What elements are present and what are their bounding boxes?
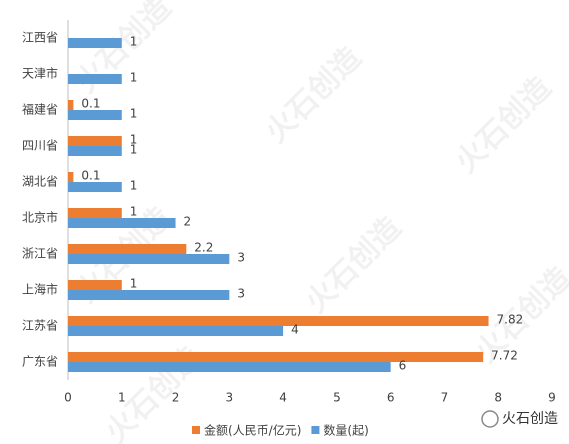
watermark: 火石创造: [299, 210, 409, 320]
value-label: 7.82: [497, 313, 524, 327]
watermark: 火石创造: [69, 0, 179, 100]
y-tick-label: 江苏省: [22, 319, 58, 333]
x-tick-label: 6: [387, 391, 395, 405]
watermark: 火石创造: [259, 40, 369, 150]
value-label: 0.1: [81, 97, 100, 111]
bar: [68, 74, 122, 84]
bar: [68, 146, 122, 156]
value-label: 1: [130, 277, 138, 291]
y-tick-label: 四川省: [22, 139, 58, 153]
bar: [68, 280, 122, 290]
value-label: 1: [130, 179, 138, 193]
bar: [68, 38, 122, 48]
x-tick-label: 4: [279, 391, 287, 405]
value-label: 1: [130, 205, 138, 219]
bar: [68, 362, 391, 372]
x-tick-label: 9: [548, 391, 556, 405]
bar: [68, 352, 484, 362]
value-label: 2.2: [194, 241, 213, 255]
value-label: 4: [291, 323, 299, 337]
legend-swatch: [311, 426, 320, 434]
value-label: 3: [237, 287, 245, 301]
bar: [68, 110, 122, 120]
x-tick-label: 5: [333, 391, 341, 405]
value-label: 0.1: [81, 169, 100, 183]
logo-text: 火石创造: [502, 411, 558, 427]
bar: [68, 316, 489, 326]
value-label: 2: [184, 215, 192, 229]
y-tick-label: 广东省: [22, 355, 58, 369]
bar: [68, 290, 230, 300]
bar: [68, 326, 284, 336]
y-tick-label: 上海市: [22, 282, 58, 297]
value-label: 1: [130, 35, 138, 49]
bar: [68, 182, 122, 192]
value-label: 1: [130, 133, 138, 147]
bar: [68, 218, 176, 228]
x-tick-label: 2: [172, 391, 180, 405]
x-tick-label: 8: [494, 391, 502, 405]
y-tick-label: 江西省: [22, 31, 58, 45]
x-tick-label: 1: [118, 391, 126, 405]
logo-icon: [481, 410, 499, 428]
y-tick-label: 福建省: [22, 102, 58, 117]
value-label: 6: [399, 359, 407, 373]
legend-label: 数量(起): [323, 423, 368, 438]
value-label: 1: [130, 107, 138, 121]
y-tick-label: 湖北省: [22, 174, 58, 189]
x-tick-label: 0: [64, 391, 72, 405]
watermark: 火石创造: [449, 70, 559, 180]
value-label: 1: [130, 71, 138, 85]
legend-swatch: [192, 426, 200, 434]
y-tick-label: 浙江省: [22, 247, 58, 261]
bar: [68, 244, 187, 254]
y-tick-label: 天津市: [22, 66, 58, 81]
legend: 金额(人民币/亿元) 数量(起): [192, 423, 369, 438]
bar: [68, 136, 122, 146]
value-label: 1: [130, 143, 138, 157]
bar: [68, 254, 230, 264]
x-tick-label: 7: [441, 391, 449, 405]
bar: [68, 172, 74, 182]
x-tick-label: 3: [226, 391, 234, 405]
y-tick-label: 北京市: [22, 210, 58, 225]
value-label: 7.72: [491, 349, 518, 363]
value-label: 3: [237, 251, 245, 265]
bar: [68, 100, 74, 110]
logo: 火石创造: [481, 410, 558, 428]
legend-label: 金额(人民币/亿元): [204, 423, 301, 438]
bar: [68, 208, 122, 218]
